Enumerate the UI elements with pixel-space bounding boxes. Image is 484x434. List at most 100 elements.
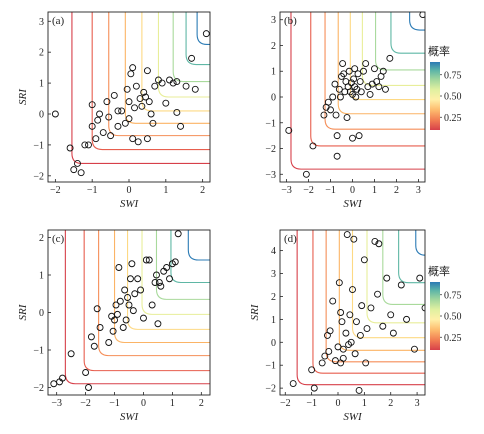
data-point: [125, 115, 133, 123]
data-point: [349, 134, 356, 142]
data-point: [374, 290, 381, 298]
data-point: [389, 329, 397, 337]
x-tick-label: −1: [109, 398, 120, 409]
data-point: [145, 256, 153, 264]
data-point: [355, 132, 363, 140]
data-point: [134, 275, 142, 283]
contour-line-0.3: [325, 230, 425, 363]
contour-line-0.9: [187, 230, 210, 261]
data-point: [174, 230, 182, 238]
data-point: [333, 152, 341, 160]
data-point: [111, 316, 118, 324]
x-tick-label: 2: [394, 185, 399, 196]
points-group: [289, 231, 425, 394]
data-point: [188, 54, 196, 62]
panel-label: (c): [52, 233, 65, 245]
panel-d: −2 −1 0 1 2 3 −2 −1 0 1 2 3 4 SWI SRI (d): [249, 229, 426, 423]
contour-line-0.6: [361, 12, 425, 86]
data-point: [354, 70, 362, 78]
data-point: [350, 235, 358, 243]
data-point: [337, 359, 345, 367]
x-tick-label: 0: [141, 398, 146, 409]
y-tick-label: −1: [33, 346, 44, 357]
y-tick-label: 4: [271, 246, 276, 257]
y-tick-label: −1: [265, 118, 276, 129]
data-point: [367, 304, 375, 312]
contour-line-0.2: [83, 230, 210, 372]
colorbar-gradient: [430, 282, 440, 350]
data-point: [145, 98, 153, 106]
contour-line-0.6: [157, 12, 210, 98]
data-point: [356, 78, 364, 85]
data-point: [387, 311, 395, 319]
data-point: [324, 98, 332, 106]
y-tick-label: 1: [39, 271, 44, 282]
data-point: [134, 138, 142, 146]
data-point: [318, 359, 326, 367]
data-point: [353, 318, 360, 326]
data-point: [138, 102, 146, 110]
y-tick-label: −2: [265, 144, 276, 155]
y-tick-label: 2: [39, 48, 44, 59]
data-point: [131, 290, 139, 298]
contour-line-0.2: [312, 230, 425, 374]
data-point: [88, 122, 96, 130]
contour-line-0.7: [382, 230, 425, 306]
y-tick-label: −3: [265, 170, 276, 181]
contour-group: [290, 12, 425, 170]
contour-line-0.7: [375, 12, 425, 71]
data-point: [119, 324, 127, 331]
contour-line-0.8: [390, 12, 425, 54]
contour-line-0.3: [108, 12, 210, 137]
contour-line-0.6: [141, 230, 210, 315]
data-point: [329, 297, 337, 305]
data-point: [50, 380, 58, 388]
data-point: [115, 264, 123, 271]
contour-group: [64, 230, 210, 385]
data-point: [127, 70, 135, 78]
points-group: [285, 12, 425, 178]
contour-line-0.7: [172, 12, 210, 83]
x-tick-label: −2: [303, 185, 314, 196]
data-point: [326, 327, 334, 335]
data-point: [371, 238, 379, 245]
data-point: [96, 110, 103, 118]
contour-line-0.3: [324, 12, 425, 130]
data-point: [182, 82, 190, 90]
data-point: [325, 348, 333, 355]
contour-line-0.1: [290, 12, 425, 170]
data-point: [142, 93, 150, 101]
data-point: [107, 132, 115, 140]
y-axis-label: SRI: [249, 303, 261, 320]
contour-line-0.2: [91, 12, 210, 151]
plot-frame: [279, 229, 426, 396]
data-point: [333, 132, 341, 140]
data-point: [324, 331, 331, 339]
panel-c: −3 −2 −1 0 1 2 −2 −1 0 1 2 SWI SRI (c): [17, 229, 211, 423]
data-point: [143, 135, 151, 143]
data-point: [202, 30, 210, 38]
data-point: [129, 135, 137, 143]
contour-group: [296, 230, 425, 386]
data-point: [358, 302, 366, 310]
data-point: [88, 101, 96, 109]
data-point: [338, 318, 346, 326]
contour-line-0.9: [196, 12, 210, 46]
data-point: [343, 231, 351, 239]
data-point: [142, 256, 150, 264]
data-point: [383, 274, 391, 282]
points-group: [51, 30, 210, 177]
data-point: [151, 279, 159, 286]
x-tick-label: 1: [163, 185, 168, 196]
data-point: [147, 110, 155, 118]
x-tick-label: 0: [350, 185, 355, 196]
x-tick-label: 1: [372, 185, 377, 196]
x-tick-label: −3: [51, 398, 62, 409]
data-point: [126, 275, 134, 283]
colorbar-tick-label: 0.50: [444, 92, 462, 103]
contour-line-0.3: [98, 230, 210, 357]
data-point: [121, 286, 129, 294]
data-point: [93, 305, 101, 313]
data-point: [350, 75, 358, 83]
data-point: [308, 366, 316, 374]
